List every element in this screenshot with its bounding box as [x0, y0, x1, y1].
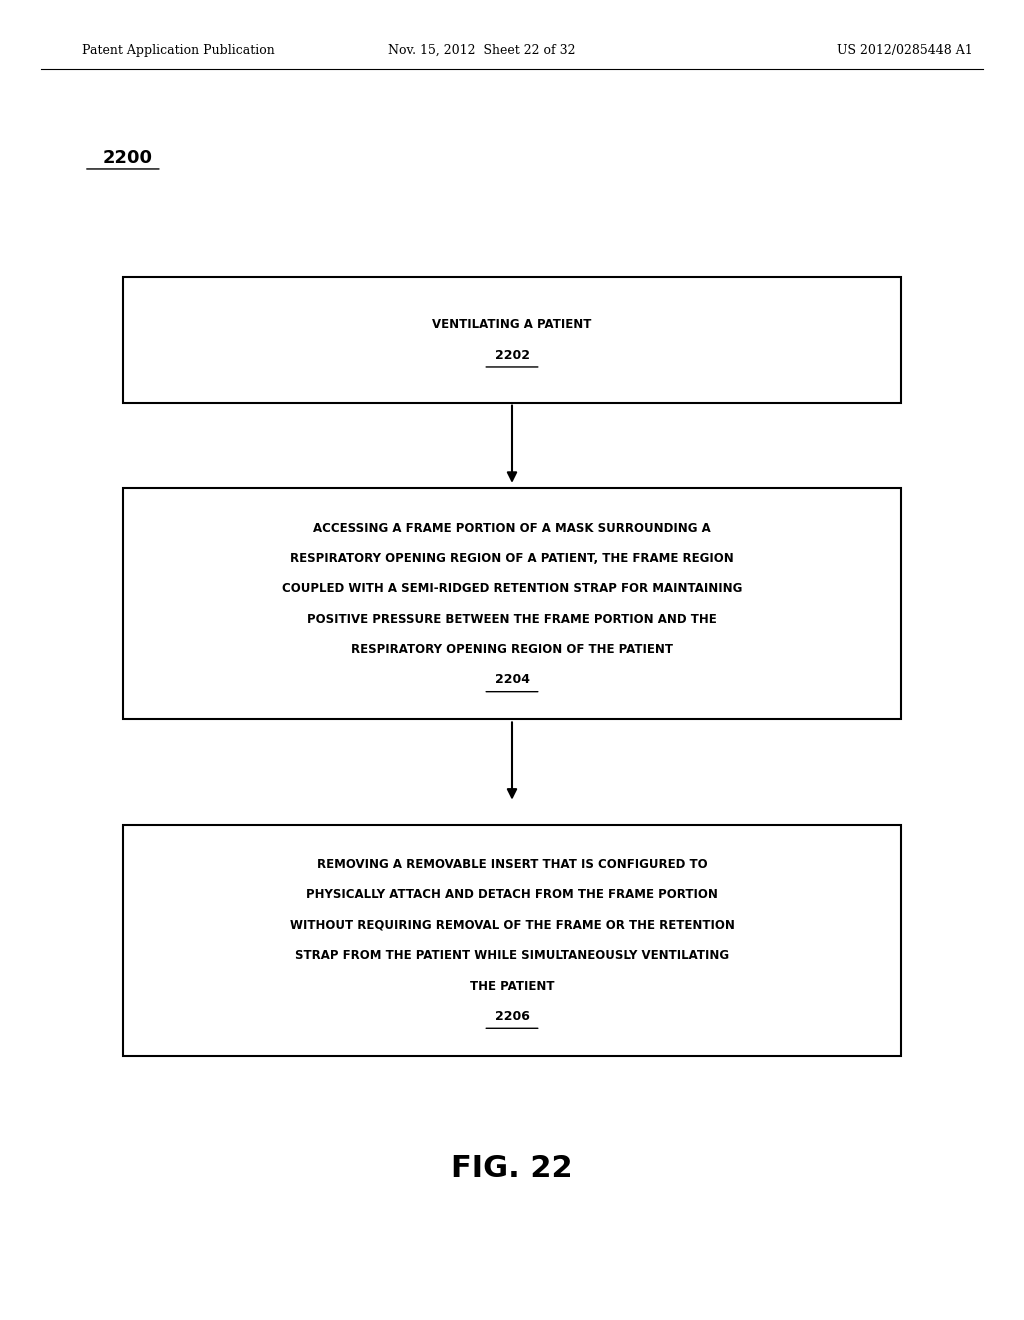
FancyBboxPatch shape — [123, 825, 901, 1056]
Text: REMOVING A REMOVABLE INSERT THAT IS CONFIGURED TO: REMOVING A REMOVABLE INSERT THAT IS CONF… — [316, 858, 708, 871]
Text: 2204: 2204 — [495, 673, 529, 686]
Text: WITHOUT REQUIRING REMOVAL OF THE FRAME OR THE RETENTION: WITHOUT REQUIRING REMOVAL OF THE FRAME O… — [290, 919, 734, 932]
Text: Patent Application Publication: Patent Application Publication — [82, 44, 274, 57]
Text: 2202: 2202 — [495, 348, 529, 362]
Text: POSITIVE PRESSURE BETWEEN THE FRAME PORTION AND THE: POSITIVE PRESSURE BETWEEN THE FRAME PORT… — [307, 612, 717, 626]
Text: 2200: 2200 — [102, 149, 153, 168]
Text: PHYSICALLY ATTACH AND DETACH FROM THE FRAME PORTION: PHYSICALLY ATTACH AND DETACH FROM THE FR… — [306, 888, 718, 902]
Text: COUPLED WITH A SEMI-RIDGED RETENTION STRAP FOR MAINTAINING: COUPLED WITH A SEMI-RIDGED RETENTION STR… — [282, 582, 742, 595]
Text: STRAP FROM THE PATIENT WHILE SIMULTANEOUSLY VENTILATING: STRAP FROM THE PATIENT WHILE SIMULTANEOU… — [295, 949, 729, 962]
Text: FIG. 22: FIG. 22 — [452, 1154, 572, 1183]
Text: Nov. 15, 2012  Sheet 22 of 32: Nov. 15, 2012 Sheet 22 of 32 — [387, 44, 575, 57]
Text: THE PATIENT: THE PATIENT — [470, 979, 554, 993]
Text: RESPIRATORY OPENING REGION OF THE PATIENT: RESPIRATORY OPENING REGION OF THE PATIEN… — [351, 643, 673, 656]
FancyBboxPatch shape — [123, 277, 901, 403]
Text: VENTILATING A PATIENT: VENTILATING A PATIENT — [432, 318, 592, 331]
Text: 2206: 2206 — [495, 1010, 529, 1023]
FancyBboxPatch shape — [123, 488, 901, 719]
Text: RESPIRATORY OPENING REGION OF A PATIENT, THE FRAME REGION: RESPIRATORY OPENING REGION OF A PATIENT,… — [290, 552, 734, 565]
Text: ACCESSING A FRAME PORTION OF A MASK SURROUNDING A: ACCESSING A FRAME PORTION OF A MASK SURR… — [313, 521, 711, 535]
Text: US 2012/0285448 A1: US 2012/0285448 A1 — [837, 44, 973, 57]
